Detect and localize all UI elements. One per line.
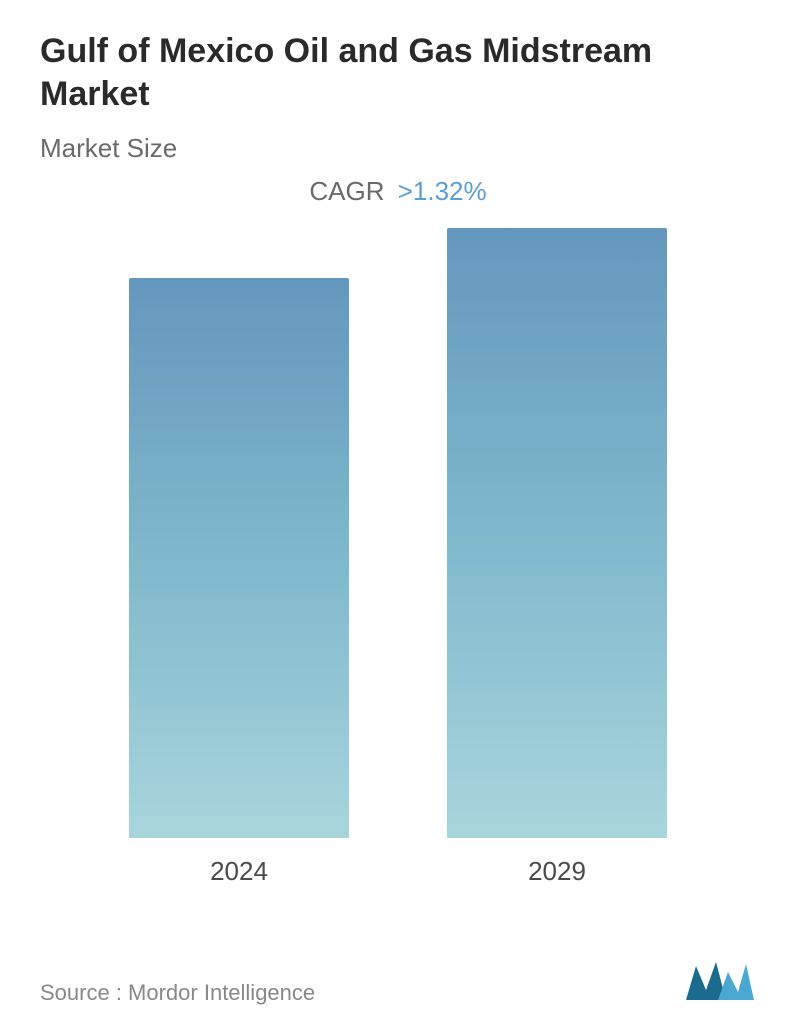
source-text: Source : Mordor Intelligence bbox=[40, 980, 315, 1006]
bar-2029 bbox=[447, 228, 667, 838]
bar-2024 bbox=[129, 278, 349, 838]
bar-chart: 2024 2029 bbox=[40, 247, 756, 887]
bar-group: 2024 bbox=[129, 278, 349, 887]
bar-label: 2029 bbox=[528, 856, 586, 887]
chart-title: Gulf of Mexico Oil and Gas Midstream Mar… bbox=[40, 30, 756, 115]
cagr-label: CAGR bbox=[309, 176, 384, 206]
cagr-row: CAGR >1.32% bbox=[40, 176, 756, 207]
chart-subtitle: Market Size bbox=[40, 133, 756, 164]
mordor-logo-icon bbox=[684, 958, 756, 1006]
bar-label: 2024 bbox=[210, 856, 268, 887]
footer: Source : Mordor Intelligence bbox=[40, 958, 756, 1006]
cagr-value: >1.32% bbox=[398, 176, 487, 206]
bar-group: 2029 bbox=[447, 228, 667, 887]
